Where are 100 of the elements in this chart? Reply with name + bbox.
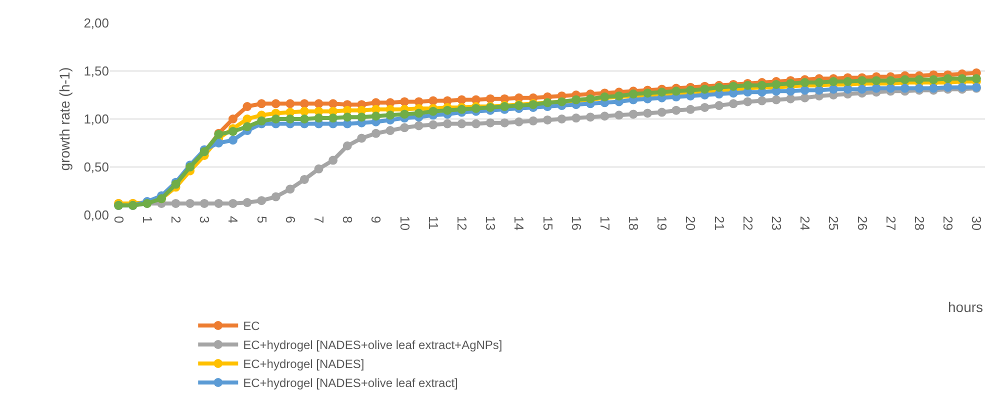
y-tick-label: 1,00 <box>84 112 109 127</box>
point <box>271 192 280 202</box>
y-tick-label: 2,00 <box>84 16 109 31</box>
legend-label: EC+hydrogel [NADES+olive leaf extract] <box>243 376 458 390</box>
point <box>186 198 195 208</box>
legend-label: EC+hydrogel [NADES] <box>243 357 364 372</box>
point <box>228 198 238 208</box>
point <box>486 118 495 128</box>
x-tick-label: 27 <box>883 216 898 230</box>
point <box>328 156 338 165</box>
point <box>300 106 309 116</box>
x-tick-label: 5 <box>254 216 270 224</box>
point <box>214 198 224 208</box>
point <box>200 198 209 208</box>
x-tick-label: 8 <box>340 216 356 224</box>
point <box>672 106 681 115</box>
x-tick-label: 26 <box>854 216 870 230</box>
y-axis-title: growth rate (h-1) <box>56 67 72 171</box>
x-tick-label: 16 <box>568 216 584 230</box>
point <box>543 115 552 124</box>
point <box>228 114 238 124</box>
point <box>800 93 810 102</box>
point <box>657 108 666 117</box>
x-tick-label: 21 <box>712 216 727 230</box>
point <box>286 184 295 194</box>
point <box>572 114 581 123</box>
x-tick-label: 2 <box>168 216 184 224</box>
x-tick-label: 6 <box>282 216 298 224</box>
y-tick-label: 0,00 <box>84 208 109 223</box>
x-tick-label: 15 <box>540 216 556 230</box>
legend-label: EC+hydrogel [NADES+olive leaf extract+AgNPs] <box>243 338 502 352</box>
point <box>457 95 466 104</box>
x-tick-label: 4 <box>226 216 241 224</box>
point <box>472 119 481 128</box>
x-tick-label: 7 <box>312 216 327 224</box>
point <box>286 99 295 108</box>
point <box>442 119 452 128</box>
point <box>428 120 438 130</box>
point <box>757 96 766 106</box>
x-tick-label: 17 <box>597 216 612 230</box>
x-tick-label: 23 <box>769 216 784 230</box>
x-tick-label: 11 <box>426 216 441 230</box>
x-axis-title: hours <box>948 299 984 315</box>
point <box>628 110 638 119</box>
point <box>314 164 324 174</box>
x-tick-label: 28 <box>912 216 928 230</box>
point <box>586 112 595 122</box>
point <box>614 110 624 120</box>
point <box>786 94 796 104</box>
point <box>514 117 524 126</box>
point <box>271 99 280 108</box>
point <box>257 196 266 206</box>
point <box>714 101 724 110</box>
point <box>371 128 380 138</box>
x-tick-label: 12 <box>454 216 470 230</box>
point <box>300 99 309 108</box>
point <box>242 102 252 112</box>
point <box>600 112 610 121</box>
point <box>500 118 510 128</box>
x-tick-label: 22 <box>740 216 756 230</box>
point <box>314 99 324 108</box>
point <box>557 114 566 124</box>
x-tick-label: 18 <box>626 216 642 230</box>
x-tick-label: 20 <box>683 216 698 230</box>
point <box>700 102 710 112</box>
y-tick-label: 1,50 <box>84 64 109 79</box>
point <box>643 108 652 118</box>
point <box>342 141 352 150</box>
point <box>242 114 252 124</box>
x-tick-label: 3 <box>197 216 212 224</box>
x-tick-label: 24 <box>798 216 813 230</box>
point <box>486 94 495 104</box>
point <box>414 121 424 130</box>
point <box>728 99 738 108</box>
point <box>743 97 752 106</box>
point <box>386 126 395 136</box>
x-tick-label: 10 <box>397 216 412 230</box>
point <box>357 134 366 143</box>
point <box>428 96 438 106</box>
point <box>772 95 781 104</box>
x-tick-label: 9 <box>368 216 384 224</box>
x-tick-label: 30 <box>969 216 984 230</box>
x-tick-label: 19 <box>654 216 670 230</box>
point <box>400 97 410 106</box>
point <box>328 99 338 108</box>
x-tick-label: 13 <box>483 216 498 230</box>
y-tick-label: 0,50 <box>84 160 109 175</box>
point <box>257 99 266 108</box>
x-tick-label: 1 <box>140 216 155 224</box>
point <box>171 198 180 208</box>
legend-label: EC <box>243 319 260 334</box>
point <box>400 123 410 132</box>
point <box>242 198 252 208</box>
x-tick-label: 14 <box>512 216 527 230</box>
point <box>528 116 538 126</box>
point <box>457 119 466 128</box>
x-tick-label: 29 <box>940 216 956 230</box>
point <box>300 174 309 184</box>
x-tick-label: 0 <box>111 216 126 224</box>
x-tick-label: 25 <box>826 216 842 230</box>
